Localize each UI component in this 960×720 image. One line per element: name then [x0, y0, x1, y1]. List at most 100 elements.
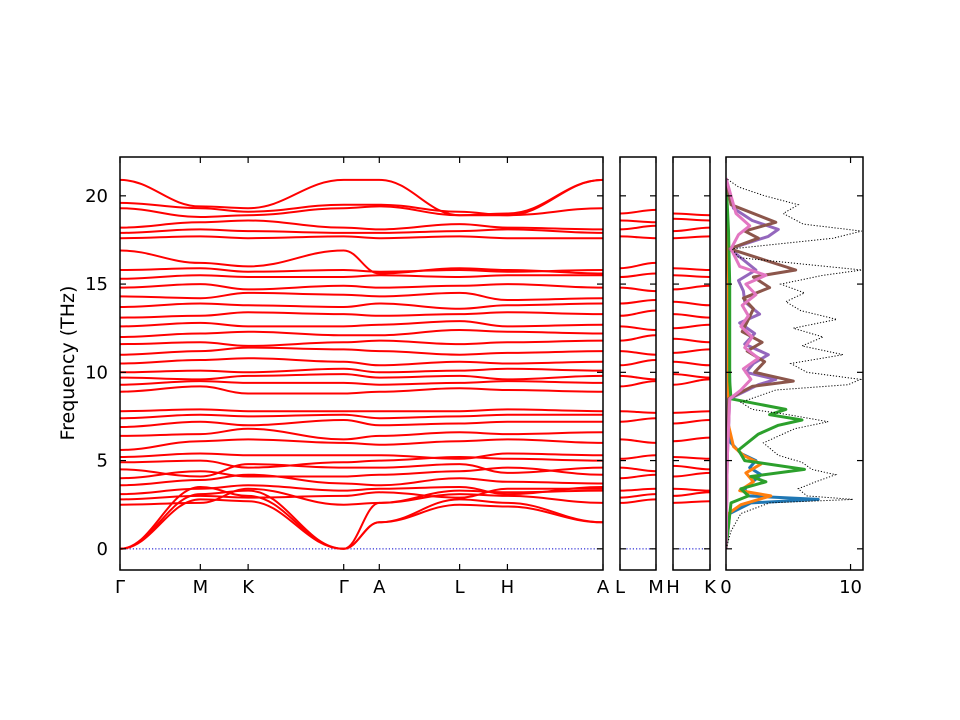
- phonon-band: [120, 489, 603, 550]
- phonon-band: [120, 463, 603, 478]
- x-tick-label: K: [704, 577, 717, 598]
- dos-projected-curve: [726, 178, 806, 549]
- y-tick-labels: 0 5 10 15 20: [85, 186, 108, 560]
- phonon-band: [673, 337, 710, 344]
- phonon-band: [673, 300, 710, 307]
- phonon-band: [673, 436, 710, 443]
- x-tick-label: Γ: [339, 577, 349, 598]
- phonon-band: [620, 224, 656, 231]
- phonon-band: [620, 235, 656, 240]
- phonon-band: [120, 452, 603, 460]
- phonon-band: [120, 357, 603, 367]
- phonon-band: [120, 235, 603, 240]
- phonon-band: [620, 325, 656, 331]
- band-panel-L-M: [619, 156, 657, 571]
- phonon-band: [673, 226, 710, 233]
- band-panel-H-K: [672, 156, 711, 571]
- phonon-band: [120, 311, 603, 319]
- phonon-band: [673, 274, 710, 278]
- phonon-band: [673, 217, 710, 222]
- phonon-band: [120, 320, 603, 328]
- phonon-band: [120, 486, 603, 550]
- x-tick-label: L: [615, 577, 625, 598]
- y-tick-label: 20: [85, 186, 108, 207]
- phonon-band: [620, 286, 656, 293]
- phonon-band: [673, 410, 710, 414]
- x-tick-labels: Γ M K Γ A L H A L M H K 0 10: [115, 577, 862, 598]
- phonon-band: [620, 493, 656, 499]
- phonon-band: [120, 408, 603, 413]
- phonon-band: [120, 380, 603, 386]
- x-tick-label: Γ: [115, 577, 125, 598]
- phonon-band: [673, 419, 710, 425]
- phonon-band: [620, 473, 656, 480]
- band-panel-H-K-frame: [672, 156, 711, 571]
- phonon-band: [620, 374, 656, 381]
- dos-panel-frame: [725, 156, 864, 571]
- phonon-band: [120, 438, 603, 451]
- phonon-band: [120, 219, 603, 231]
- phonon-band: [620, 334, 656, 342]
- phonon-band: [673, 487, 710, 492]
- phonon-band: [120, 473, 603, 487]
- phonon-band: [673, 471, 710, 478]
- phonon-band: [120, 178, 603, 217]
- dos-projected-curve: [726, 177, 768, 549]
- phonon-band: [673, 323, 710, 330]
- y-axis-label: Frequency (THz): [57, 286, 79, 441]
- x-tick-label: M: [648, 577, 664, 598]
- y-tick-label: 15: [85, 274, 108, 295]
- phonon-band: [120, 339, 603, 347]
- x-tick-label: H: [666, 577, 680, 598]
- phonon-band: [120, 413, 603, 420]
- phonon-band: [120, 346, 603, 356]
- phonon-band: [120, 267, 603, 273]
- y-tick-label: 10: [85, 362, 108, 383]
- phonon-band: [673, 500, 710, 504]
- phonon-band: [620, 350, 656, 356]
- band-panel-L-M-frame: [619, 156, 657, 571]
- phonon-band: [620, 454, 656, 460]
- x-tick-label: K: [242, 577, 255, 598]
- phonon-band: [673, 491, 710, 497]
- phonon-band: [120, 419, 603, 428]
- phonon-band: [620, 498, 656, 504]
- phonon-band: [620, 208, 656, 215]
- y-tick-label: 0: [97, 539, 108, 560]
- x-tick-label: H: [501, 577, 515, 598]
- y-tick-label: 5: [97, 451, 108, 472]
- phonon-band: [620, 272, 656, 278]
- phonon-band: [620, 359, 656, 367]
- band-panel-main-frame: [119, 156, 604, 571]
- phonon-band: [620, 261, 656, 270]
- phonon-band: [120, 274, 603, 280]
- phonon-band: [673, 373, 710, 379]
- phonon-band: [120, 373, 603, 381]
- dos-total-curve: [726, 177, 863, 549]
- phonon-band: [620, 410, 656, 414]
- phonon-band: [673, 348, 710, 354]
- x-tick-label: A: [597, 577, 610, 598]
- phonon-band: [620, 466, 656, 473]
- band-panel-main: [119, 156, 604, 571]
- phonon-band: [120, 367, 603, 374]
- phonon-band: [120, 487, 603, 506]
- dos-panel: [725, 156, 864, 571]
- x-tick-label: L: [455, 577, 465, 598]
- phonon-band: [120, 283, 603, 291]
- phonon-band: [673, 284, 710, 291]
- phonon-band: [120, 484, 603, 496]
- phonon-band: [673, 235, 710, 240]
- phonon-band: [120, 249, 603, 275]
- x-tick-label: 10: [839, 577, 862, 598]
- phonon-band: [620, 417, 656, 423]
- x-tick-label: 0: [720, 577, 731, 598]
- phonon-band: [673, 360, 710, 367]
- phonon-band: [120, 302, 603, 310]
- phonon-band: [673, 267, 710, 271]
- phonon-band: [673, 313, 710, 319]
- phonon-band: [120, 427, 603, 441]
- dos-projected-curve: [726, 177, 798, 549]
- phonon-band: [673, 464, 710, 471]
